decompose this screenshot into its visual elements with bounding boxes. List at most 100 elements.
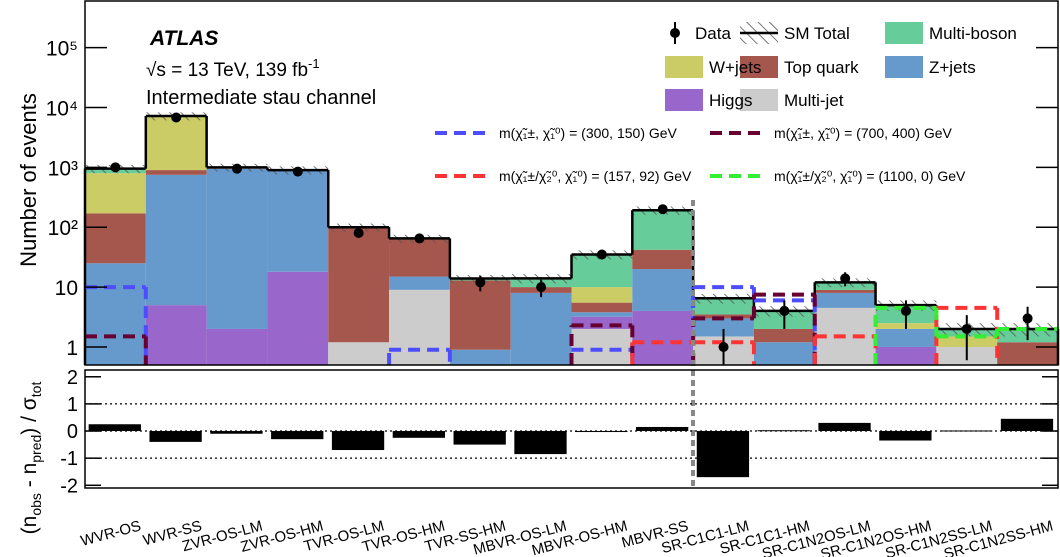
ratio-bar (331, 431, 385, 451)
y-tick-label: 10⁴ (46, 97, 78, 120)
stack-segment (328, 227, 390, 343)
ratio-y-tick-label: 2 (67, 367, 78, 389)
stack-segment (389, 238, 450, 277)
legend-label: m(χ̃₁±, χ̃₁⁰) = (300, 150) GeV (499, 125, 678, 141)
data-point (536, 282, 547, 293)
ratio-bar (696, 431, 750, 478)
ratio-bar (757, 430, 810, 432)
stack-segment (145, 305, 207, 365)
legend-swatch (740, 56, 778, 78)
legend-swatch (885, 22, 923, 44)
y-tick-label: 10³ (48, 157, 78, 180)
y-tick-label: 10⁵ (46, 38, 78, 61)
stack-segment (693, 314, 754, 319)
stack-segment (267, 170, 329, 272)
legend-label: m(χ̃₁±/χ̃₂⁰, χ̃₁⁰) = (1100, 0) GeV (774, 168, 966, 184)
legend-label: Z+jets (929, 58, 976, 77)
stack-segment (449, 349, 511, 365)
stack-segment (145, 116, 207, 171)
stack-segment (875, 346, 937, 365)
upper-frame (84, 0, 1059, 366)
ratio-bar (210, 431, 263, 434)
data-point (718, 341, 729, 352)
y-tick-label: 10 (55, 277, 78, 300)
ratio-bar (149, 431, 202, 442)
ratio-label-sub: pred (28, 435, 44, 463)
legend-swatch (665, 89, 703, 111)
y-axis-label: Number of events (16, 93, 41, 267)
ratio-y-tick-label: 1 (67, 394, 78, 416)
data-point (840, 273, 851, 284)
ratio-label-sub: tot (28, 382, 44, 398)
stack-segment (206, 328, 268, 365)
legend-label: Multi-boson (929, 24, 1017, 43)
stack-segment (753, 328, 815, 343)
ratio-label-sub: obs (28, 493, 44, 516)
stack-segment (632, 210, 694, 250)
legend-label: SM Total (784, 24, 850, 43)
stack-segment (814, 289, 876, 293)
stack-segment (85, 263, 146, 365)
data-point (961, 323, 972, 334)
y-tick-label: 1 (66, 337, 78, 360)
legend-label: W+jets (709, 58, 761, 77)
data-point (110, 162, 121, 173)
data-point (1022, 313, 1033, 324)
ratio-label-part: (n (18, 516, 41, 535)
stack-segment (571, 328, 633, 365)
stack-segment (571, 287, 633, 303)
stack-segment (753, 342, 815, 365)
legend-swatch (885, 56, 923, 78)
data-point (779, 305, 790, 316)
legend-label: m(χ̃₁±, χ̃₁⁰) = (700, 400) GeV (774, 125, 953, 141)
ratio-bar (88, 424, 141, 432)
legend-data-marker (670, 28, 680, 38)
legend-label: Higgs (709, 91, 752, 110)
legend-label: m(χ̃₁±/χ̃₂⁰, χ̃₁⁰) = (157, 92) GeV (499, 168, 692, 184)
ratio-frame (84, 369, 1059, 489)
data-point (353, 228, 364, 239)
channel-label: Intermediate stau channel (146, 87, 376, 109)
stack-segment (571, 302, 633, 313)
stack-segment (510, 292, 572, 365)
stack-segment (145, 174, 207, 306)
ratio-y-tick-label: -2 (60, 475, 78, 497)
stack-segment (632, 269, 694, 311)
data-point (292, 166, 303, 177)
ratio-bar (818, 422, 871, 432)
legend-label: Multi-jet (784, 91, 844, 110)
energy-label: √s = 13 TeV, 139 fb-1 (146, 56, 320, 81)
stack-segment (632, 249, 694, 270)
stack-segment (571, 254, 633, 288)
legend-label: Data (695, 24, 731, 43)
ratio-bar (635, 426, 689, 432)
stack-segment (145, 170, 207, 175)
stack-segment (85, 173, 146, 214)
stack-segment (267, 271, 329, 365)
ratio-bar (453, 431, 506, 445)
stack-segment (206, 168, 268, 329)
ratio-bar (271, 431, 324, 440)
stack-segment (632, 310, 694, 365)
stack-segment (693, 318, 754, 337)
ratio-bar (879, 431, 932, 441)
energy-sup: -1 (308, 56, 320, 71)
stack-segment (389, 276, 450, 290)
x-tick-label: WVR-OS (79, 517, 143, 549)
ratio-bar (392, 431, 446, 438)
data-point (475, 277, 486, 288)
y-tick-label: 10² (48, 217, 78, 240)
data-point (657, 204, 668, 215)
legend-label: Top quark (784, 58, 859, 77)
data-point (232, 163, 243, 174)
stack-segment (571, 312, 633, 317)
stack-segment (328, 342, 390, 365)
data-point (900, 305, 911, 316)
atlas-label: ATLAS (149, 27, 218, 50)
stack-segment (814, 292, 876, 308)
stack-segment (449, 280, 511, 350)
plot-layer (83, 112, 1060, 478)
stack-segment (85, 213, 146, 264)
stack-segment (875, 328, 937, 347)
